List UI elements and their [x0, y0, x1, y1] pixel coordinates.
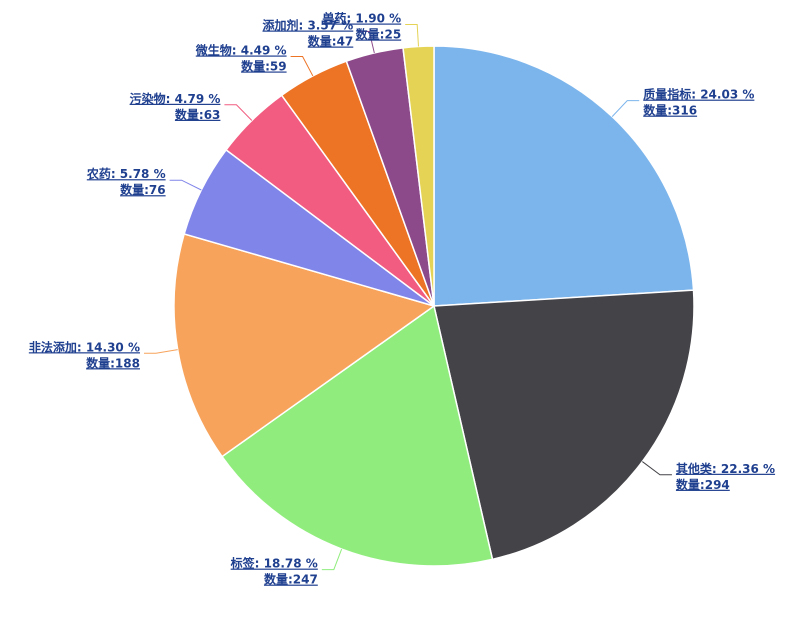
leader-line [405, 24, 419, 47]
leader-line [357, 31, 375, 54]
count-label: 数量:76 [120, 182, 166, 197]
count-label: 数量:316 [643, 103, 697, 118]
count-label: 数量:59 [241, 58, 287, 73]
leader-line [290, 55, 314, 77]
slice-label: 质量指标: 24.03 % [643, 87, 754, 102]
pie-slice [433, 45, 695, 307]
pie-slice [220, 304, 494, 567]
count-label: 数量:294 [676, 477, 730, 492]
slice-label: 非法添加: 14.30 % [29, 339, 140, 354]
leader-line [143, 349, 178, 354]
slice-label: 兽药: 1.90 % [322, 11, 401, 26]
slice-label: 标签: 18.78 % [230, 556, 318, 571]
slice-label: 其他类: 22.36 % [676, 461, 775, 476]
count-label: 数量:247 [264, 572, 318, 587]
count-label: 数量:25 [356, 27, 402, 42]
slice-label: 农药: 5.78 % [86, 166, 166, 181]
leader-line [224, 104, 253, 121]
count-label: 数量:63 [175, 107, 221, 122]
slice-label: 污染物: 4.79 % [130, 91, 221, 106]
leader-line [169, 179, 202, 191]
leader-line [611, 100, 640, 117]
count-label: 数量:47 [308, 34, 354, 49]
leader-line [321, 548, 343, 571]
slice-label: 微生物: 4.49 % [195, 42, 287, 57]
leader-line [642, 461, 672, 476]
pie-slice [402, 45, 435, 307]
slice-label: 添加剂: 3.57 % [262, 18, 353, 33]
count-label: 数量:188 [86, 355, 140, 370]
pie-slice [433, 289, 695, 561]
